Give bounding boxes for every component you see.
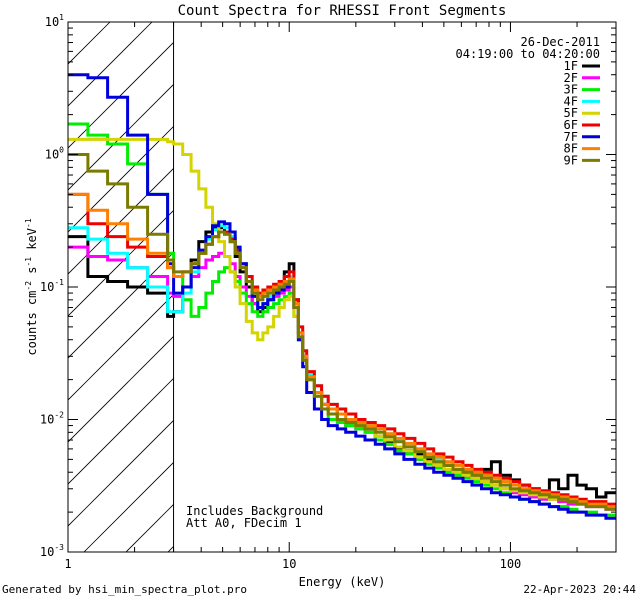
series-1F-line bbox=[68, 226, 616, 499]
y-label-exp: -1 bbox=[24, 218, 33, 228]
series-4F-line bbox=[68, 224, 616, 509]
series-7F-line bbox=[68, 73, 616, 520]
hatch-line bbox=[68, 377, 174, 485]
legend-label: 6F bbox=[564, 118, 578, 132]
legend-label: 3F bbox=[564, 83, 578, 97]
hatch-line bbox=[68, 22, 111, 65]
y-label-exp: -1 bbox=[24, 257, 33, 267]
series-3F-line bbox=[68, 122, 616, 517]
legend-label: 1F bbox=[564, 59, 578, 73]
hatched-region bbox=[68, 22, 174, 552]
hatch-line bbox=[68, 293, 174, 401]
chart-title: Count Spectra for RHESSI Front Segments bbox=[178, 3, 507, 19]
generated-date-label: 22-Apr-2023 20:44 bbox=[523, 583, 636, 596]
hatch-line bbox=[68, 83, 174, 191]
legend-label: 9F bbox=[564, 153, 578, 167]
legend-label: 8F bbox=[564, 142, 578, 156]
legend-label: 4F bbox=[564, 94, 578, 108]
hatch-line bbox=[68, 22, 69, 23]
y-tick-label: 10-1 bbox=[40, 278, 64, 294]
x-axis-label: Energy (keV) bbox=[299, 575, 386, 589]
hatch-line bbox=[68, 209, 174, 317]
y-tick-label: 100 bbox=[45, 146, 64, 162]
y-label-part: counts cm bbox=[25, 291, 39, 356]
y-tick-label: 10-2 bbox=[40, 411, 64, 427]
x-tick-label: 1 bbox=[64, 557, 71, 571]
hatch-line bbox=[68, 419, 174, 527]
legend-label: 2F bbox=[564, 71, 578, 85]
y-tick-label: 10-3 bbox=[40, 543, 64, 559]
hatch-line bbox=[83, 461, 174, 552]
y-label-exp: -2 bbox=[24, 281, 33, 291]
y-tick-label: 101 bbox=[45, 13, 64, 29]
hatch-line bbox=[68, 41, 174, 149]
y-axis-label: counts cm-2 s-1 keV-1 bbox=[24, 218, 39, 355]
series-9F-line bbox=[68, 153, 616, 511]
generated-by-label: Generated by hsi_min_spectra_plot.pro bbox=[2, 583, 248, 596]
series-6F-line bbox=[68, 192, 616, 506]
y-label-part: keV bbox=[25, 228, 39, 257]
axis-ticks: 1 10 100 10-3 10-2 10-1 100 101 bbox=[40, 13, 617, 571]
time-range-label: 04:19:00 to 04:20:00 bbox=[456, 47, 601, 61]
legend-label: 5F bbox=[564, 106, 578, 120]
series-8F-line bbox=[68, 192, 616, 509]
svg-text:counts cm-2 s-1 keV-1: counts cm-2 s-1 keV-1 bbox=[24, 218, 39, 355]
legend-label: 7F bbox=[564, 130, 578, 144]
hatch-line bbox=[68, 251, 174, 359]
series-group bbox=[68, 73, 616, 520]
x-tick-label: 100 bbox=[500, 557, 522, 571]
date-label: 26-Dec-2011 bbox=[521, 35, 600, 49]
y-label-part: s bbox=[25, 267, 39, 281]
x-tick-label: 10 bbox=[282, 557, 296, 571]
annotation-attenuator: Att A0, FDecim 1 bbox=[186, 516, 302, 530]
annotation-background: Includes Background bbox=[186, 504, 323, 518]
